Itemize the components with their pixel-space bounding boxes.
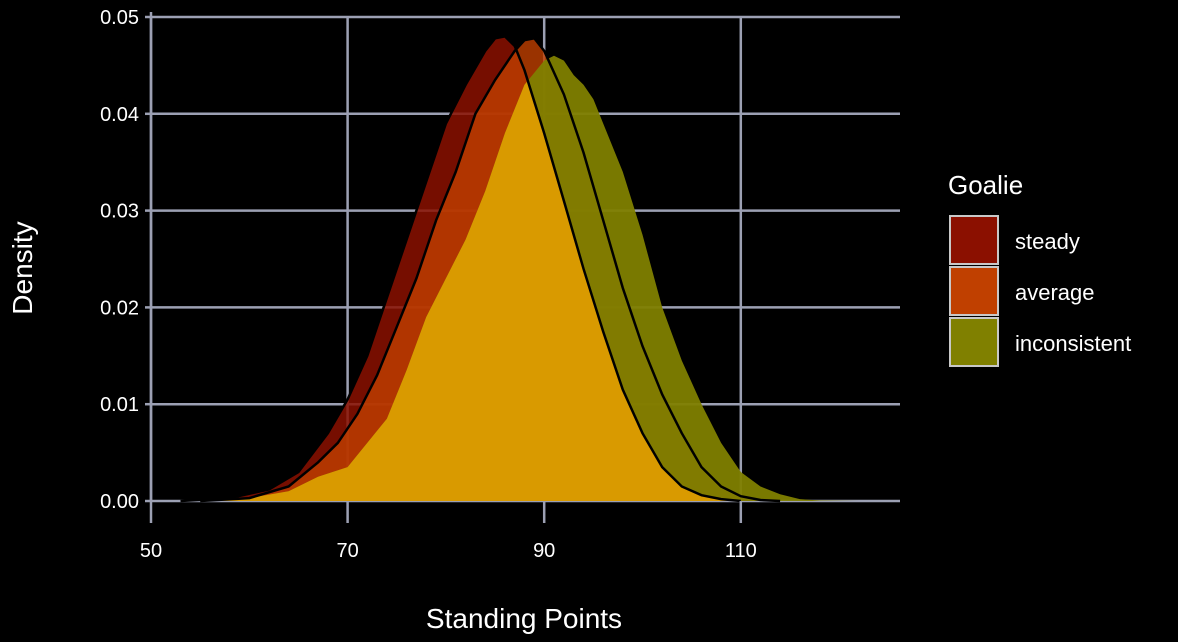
y-tick-label: 0.00 [100, 491, 139, 513]
legend-swatch-inconsistent [949, 317, 999, 367]
legend-swatch-average [949, 266, 999, 316]
x-tick-label: 110 [725, 540, 757, 562]
axes: 0.00 0.01 0.02 0.03 0.04 0.05 50 70 90 110 [100, 7, 757, 562]
x-axis-title: Standing Points [426, 603, 622, 634]
y-tick-label: 0.04 [100, 104, 139, 126]
legend-label-steady: steady [1015, 229, 1080, 254]
legend-title: Goalie [948, 170, 1023, 200]
legend-swatch-steady [949, 215, 999, 265]
x-tick-label: 90 [533, 540, 555, 562]
x-tick-label: 50 [140, 540, 162, 562]
x-tick-label: 70 [336, 540, 358, 562]
y-axis-title: Density [7, 221, 38, 314]
density-outline-average [200, 36, 781, 503]
density-areas [180, 36, 859, 502]
y-tick-label: 0.02 [100, 297, 139, 319]
legend: Goalie steady average inconsistent [948, 170, 1131, 367]
legend-label-average: average [1015, 280, 1095, 305]
legend-label-inconsistent: inconsistent [1015, 331, 1131, 356]
density-outlines [180, 35, 781, 503]
y-tick-label: 0.01 [100, 394, 139, 416]
y-tick-label: 0.03 [100, 201, 139, 223]
density-outline-steady [180, 35, 741, 503]
density-overlap-area [210, 55, 741, 501]
y-tick-label: 0.05 [100, 7, 139, 29]
